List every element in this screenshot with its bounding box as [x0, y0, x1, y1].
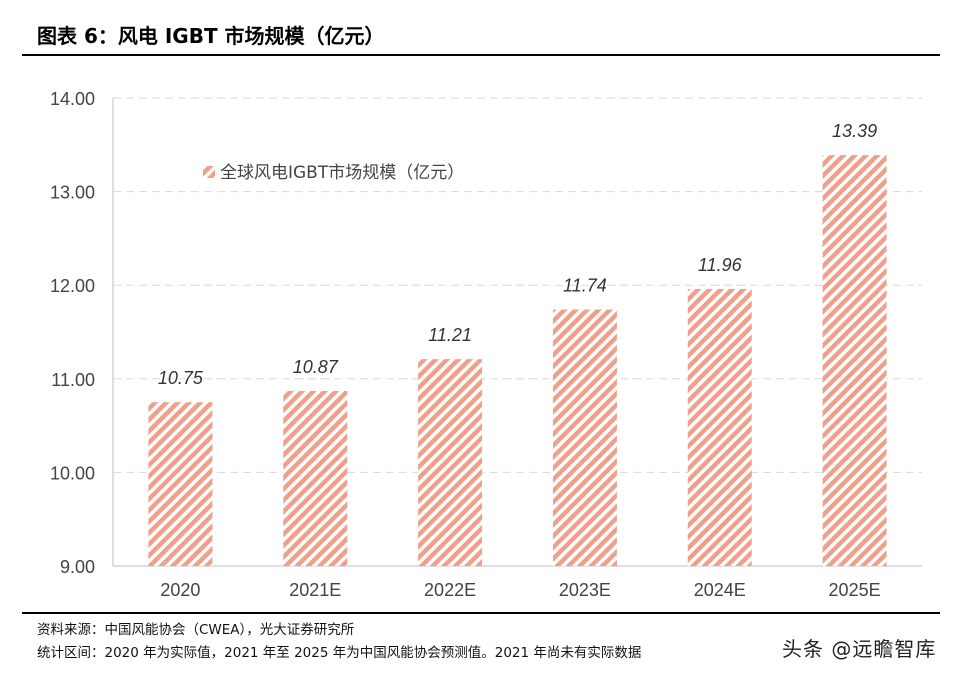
x-tick-label: 2022E [424, 580, 476, 600]
legend-swatch [203, 166, 215, 178]
bar [552, 309, 617, 566]
title-rule [22, 54, 940, 56]
data-label: 13.39 [832, 121, 877, 141]
data-label: 11.74 [563, 276, 607, 296]
x-tick-label: 2021E [289, 580, 341, 600]
data-label: 11.96 [698, 255, 743, 275]
bar [283, 390, 348, 566]
source-note: 资料来源：中国风能协会（CWEA），光大证券研究所 [37, 622, 355, 638]
y-tick-label: 13.00 [50, 183, 95, 203]
bar [822, 155, 887, 566]
y-tick-label: 9.00 [60, 557, 95, 577]
x-tick-label: 2025E [829, 580, 881, 600]
data-label: 10.75 [158, 368, 204, 388]
footer-rule [22, 612, 940, 614]
bar [148, 402, 213, 566]
y-tick-label: 14.00 [50, 89, 95, 109]
x-tick-label: 2023E [559, 580, 611, 600]
legend-label: 全球风电IGBT市场规模（亿元） [220, 163, 464, 183]
y-tick-label: 11.00 [51, 370, 95, 390]
data-label: 11.21 [428, 325, 472, 345]
figure-title: 图表 6：风电 IGBT 市场规模（亿元） [37, 24, 385, 48]
bar [418, 359, 483, 566]
bar [687, 288, 752, 566]
x-tick-label: 2024E [694, 580, 746, 600]
stat-note: 统计区间：2020 年为实际值，2021 年至 2025 年为中国风能协会预测值… [37, 645, 642, 661]
y-tick-label: 12.00 [50, 276, 95, 296]
watermark: 头条 @远瞻智库 [782, 637, 937, 661]
x-tick-label: 2020 [160, 580, 200, 600]
y-tick-label: 10.00 [50, 463, 95, 483]
data-label: 10.87 [293, 357, 339, 377]
